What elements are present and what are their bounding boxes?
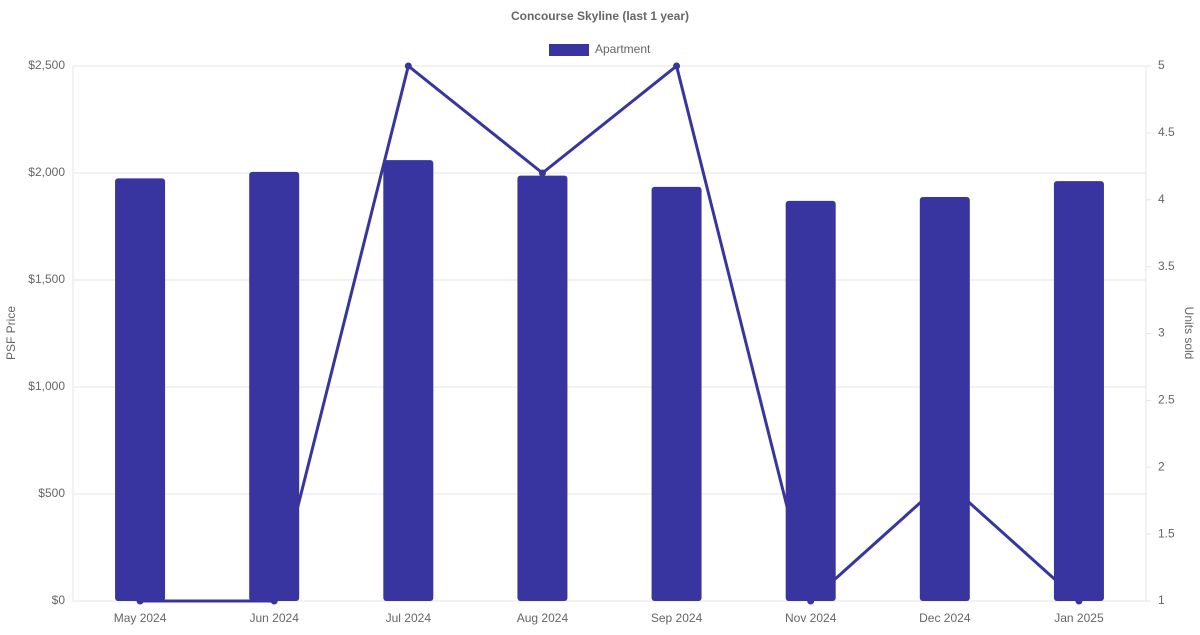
bar (785, 200, 836, 601)
y-tick-label: $2,500 (28, 58, 65, 72)
y2-tick-label: 1.5 (1158, 526, 1175, 540)
x-tick-label: Dec 2024 (919, 611, 971, 625)
y2-tick-label: 1 (1158, 593, 1165, 607)
y-tick-label: $1,000 (28, 379, 65, 393)
line-point (538, 169, 546, 177)
line-point (136, 597, 144, 605)
y-axis-title: PSF Price (4, 306, 18, 360)
line-point (673, 62, 681, 70)
chart-title: Concourse Skyline (last 1 year) (511, 9, 689, 23)
y2-tick-label: 3 (1158, 326, 1165, 340)
y2-tick-label: 4.5 (1158, 125, 1175, 139)
line-point (807, 597, 815, 605)
legend-swatch (549, 44, 589, 56)
y2-axis-title: Units sold (1182, 307, 1196, 360)
x-tick-label: Jan 2025 (1054, 611, 1104, 625)
x-tick-label: Nov 2024 (785, 611, 837, 625)
y2-tick-label: 5 (1158, 58, 1165, 72)
bar (383, 160, 434, 601)
y-tick-label: $0 (52, 593, 66, 607)
bar (517, 175, 568, 601)
bar (919, 196, 970, 601)
line (140, 63, 1080, 604)
y2-tick-label: 3.5 (1158, 259, 1175, 273)
line-point (404, 62, 412, 70)
y2-tick-label: 4 (1158, 192, 1165, 206)
x-tick-label: Sep 2024 (651, 611, 703, 625)
bar (651, 186, 702, 601)
y2-tick-label: 2.5 (1158, 393, 1175, 407)
x-tick-label: Jul 2024 (386, 611, 432, 625)
line-point (941, 477, 949, 485)
x-tick-label: Jun 2024 (249, 611, 299, 625)
y2-tick-label: 2 (1158, 459, 1165, 473)
bar (1053, 181, 1104, 601)
x-tick-label: May 2024 (114, 611, 167, 625)
line-point (1075, 597, 1083, 605)
y-tick-label: $2,000 (28, 165, 65, 179)
bar (115, 178, 166, 601)
y-tick-label: $500 (38, 486, 65, 500)
legend-label[interactable]: Apartment (595, 42, 651, 56)
x-tick-label: Aug 2024 (517, 611, 569, 625)
y-tick-label: $1,500 (28, 272, 65, 286)
line-point (270, 597, 278, 605)
bar (249, 171, 300, 601)
